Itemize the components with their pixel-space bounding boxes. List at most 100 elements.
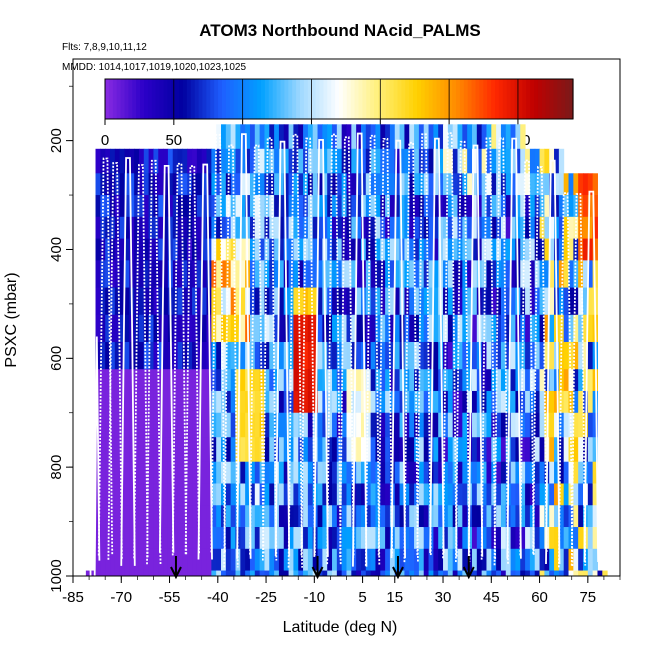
heatmap-cell xyxy=(134,437,140,463)
heatmap-cell xyxy=(177,527,183,550)
flight-profile-trace xyxy=(236,133,252,559)
heatmap-cell xyxy=(389,124,396,150)
heatmap-cell xyxy=(100,548,106,572)
heatmap-cell xyxy=(592,505,598,528)
heatmap-cell xyxy=(539,260,545,289)
heatmap-cell xyxy=(264,548,270,572)
heatmap-cell xyxy=(124,548,130,572)
heatmap-cell xyxy=(438,173,444,196)
heatmap-cell xyxy=(293,124,299,150)
colorbar xyxy=(104,78,574,120)
heatmap-cell xyxy=(288,195,294,218)
heatmap-cell xyxy=(380,461,386,484)
heatmap-cell xyxy=(457,260,463,289)
heatmap-cell xyxy=(264,124,270,150)
heatmap-cell xyxy=(573,173,579,196)
colorbar-segment xyxy=(354,79,360,119)
heatmap-cell xyxy=(327,505,333,528)
heatmap-cell xyxy=(389,341,396,370)
heatmap-cell xyxy=(568,341,574,370)
heatmap-cell xyxy=(544,369,550,392)
heatmap-cell xyxy=(110,314,116,343)
heatmap-cell xyxy=(278,238,285,261)
heatmap-cell xyxy=(462,527,468,550)
heatmap-cell xyxy=(394,390,401,414)
colorbar-segment xyxy=(120,79,126,119)
heatmap-cell xyxy=(491,260,497,289)
heatmap-cell xyxy=(192,216,198,240)
colorbar-segment xyxy=(327,79,332,119)
heatmap-cell xyxy=(341,570,347,576)
heatmap-cell xyxy=(428,124,434,150)
heatmap-cell xyxy=(457,173,463,196)
heatmap-cell xyxy=(221,148,227,174)
heatmap-cell xyxy=(254,148,261,174)
heatmap-cell xyxy=(288,173,294,196)
heatmap-cell xyxy=(105,461,111,484)
heatmap-cell xyxy=(476,483,483,506)
heatmap-cell xyxy=(394,238,401,261)
heatmap-cell xyxy=(544,548,550,572)
heatmap-cell xyxy=(399,148,405,174)
heatmap-cell xyxy=(293,260,299,289)
heatmap-cell xyxy=(216,369,222,392)
heatmap-cell xyxy=(534,527,541,550)
heatmap-cell xyxy=(303,570,309,576)
heatmap-cell xyxy=(539,505,545,528)
heatmap-cell xyxy=(240,124,246,150)
heatmap-cell xyxy=(457,527,463,550)
colorbar-segment xyxy=(272,79,278,119)
heatmap-cell xyxy=(298,483,304,506)
y-tick-label: 800 xyxy=(48,455,65,480)
heatmap-cell xyxy=(520,314,526,343)
heatmap-cell xyxy=(452,216,459,240)
heatmap-cell xyxy=(269,260,275,289)
heatmap-cell xyxy=(269,173,275,196)
heatmap-cell xyxy=(153,260,159,289)
heatmap-cell xyxy=(389,570,396,576)
heatmap-cell xyxy=(230,287,236,316)
heatmap-cell xyxy=(187,341,193,370)
heatmap-cell xyxy=(423,287,430,316)
heatmap-cell xyxy=(283,570,290,576)
heatmap-cell xyxy=(351,216,357,240)
heatmap-cell xyxy=(192,483,198,506)
heatmap-cell xyxy=(124,461,130,484)
heatmap-cell xyxy=(254,195,261,218)
heatmap-cell xyxy=(187,173,193,196)
heatmap-cell xyxy=(163,437,169,463)
heatmap-cell xyxy=(336,238,343,261)
heatmap-cell xyxy=(298,148,304,174)
heatmap-cell xyxy=(307,238,314,261)
heatmap-cell xyxy=(317,216,323,240)
heatmap-cell xyxy=(317,238,323,261)
heatmap-cell xyxy=(452,548,459,572)
heatmap-cell xyxy=(515,390,521,414)
heatmap-cell xyxy=(375,238,381,261)
heatmap-cell xyxy=(278,341,285,370)
heatmap-cell xyxy=(414,314,420,343)
heatmap-cell xyxy=(264,437,270,463)
heatmap-cell xyxy=(322,195,328,218)
heatmap-cell xyxy=(230,369,236,392)
heatmap-cell xyxy=(447,287,454,316)
heatmap-cell xyxy=(167,548,174,572)
heatmap-cell xyxy=(452,570,459,576)
heatmap-cell xyxy=(124,483,130,506)
heatmap-cell xyxy=(496,527,502,550)
heatmap-cell xyxy=(365,437,372,463)
colorbar-segment xyxy=(186,79,192,119)
heatmap-cell xyxy=(592,461,598,484)
heatmap-cell xyxy=(235,260,241,289)
heatmap-cell xyxy=(259,505,265,528)
heatmap-cell xyxy=(221,461,227,484)
heatmap-cell xyxy=(206,390,212,414)
heatmap-cell xyxy=(404,390,410,414)
heatmap-cell xyxy=(100,570,106,576)
heatmap-cell xyxy=(283,483,290,506)
heatmap-cell xyxy=(312,238,319,261)
heatmap-cell xyxy=(452,238,459,261)
heatmap-cell xyxy=(510,461,516,484)
colorbar-segment xyxy=(257,79,262,119)
heatmap-cell xyxy=(293,390,299,414)
